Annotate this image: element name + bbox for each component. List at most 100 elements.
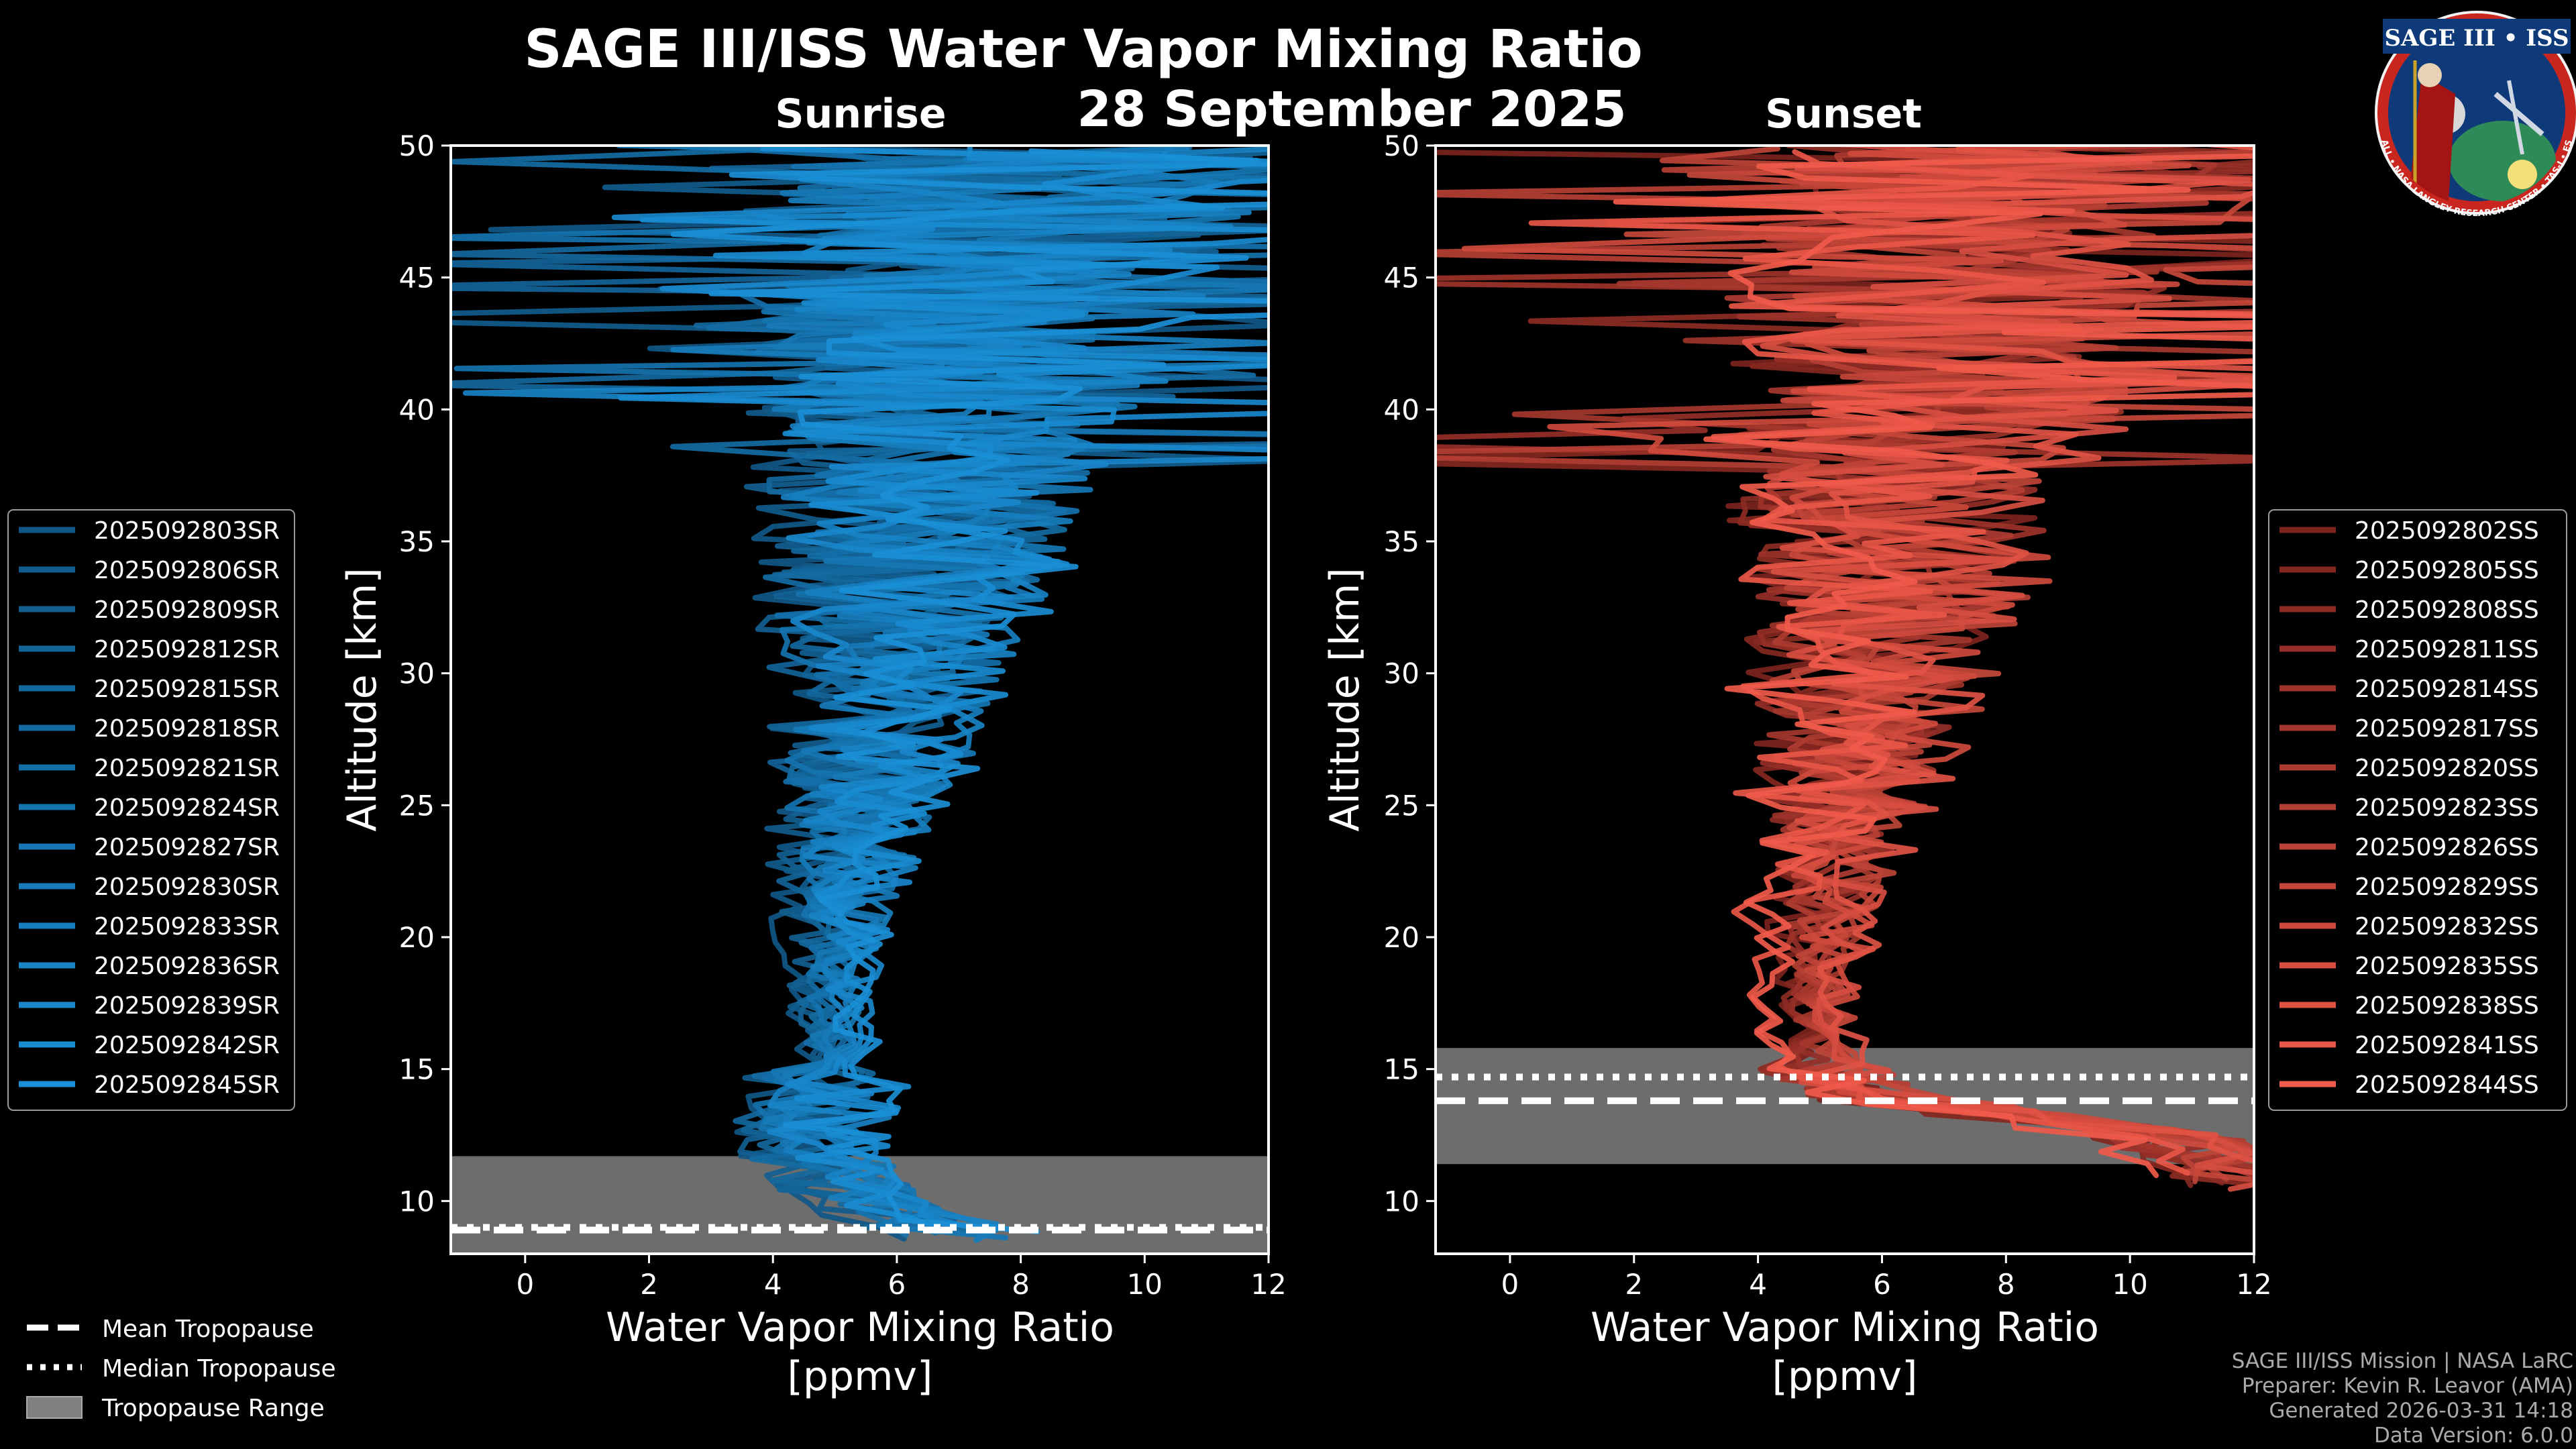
legend-entry-label: 2025092841SS — [2355, 1032, 2539, 1059]
x-tick-label: 2 — [640, 1268, 658, 1301]
y-tick-label: 10 — [1384, 1185, 1419, 1218]
legend-entry-label: 2025092842SR — [94, 1032, 280, 1059]
sunset-legend-box — [2268, 509, 2567, 1111]
y-tick-label: 20 — [399, 921, 435, 954]
legend-entry-label: 2025092844SS — [2355, 1071, 2539, 1099]
y-tick-label: 30 — [1384, 657, 1419, 690]
figure-title: SAGE III/ISS Water Vapor Mixing Ratio — [524, 19, 1642, 80]
x-tick-label: 8 — [1997, 1268, 2015, 1301]
sunrise-x-axis-units: [ppmv] — [788, 1353, 933, 1400]
sunrise-x-ticks: 0 2 4 6 8 10 12 — [516, 1254, 1287, 1301]
x-tick-label: 4 — [764, 1268, 782, 1301]
tropopause-range-legend-swatch — [26, 1396, 83, 1419]
sunrise-plot-frame — [449, 144, 1270, 1255]
legend-entry-label: 2025092809SR — [94, 596, 280, 624]
legend-entry-label: 2025092829SS — [2355, 873, 2539, 901]
logo-title: SAGE III • ISS — [2384, 25, 2569, 52]
legend-entry-label: 2025092835SS — [2355, 953, 2539, 980]
sunrise-profile-line — [768, 146, 1269, 1225]
x-tick-label: 10 — [2112, 1268, 2147, 1301]
y-tick-label: 25 — [399, 789, 435, 822]
legend-entry-label: 2025092838SS — [2355, 992, 2539, 1020]
legend-entry-label: 2025092839SR — [94, 992, 280, 1020]
sunset-y-ticks: 10 15 20 25 30 35 40 45 50 — [1384, 129, 1436, 1218]
x-tick-label: 10 — [1127, 1268, 1163, 1301]
x-tick-label: 2 — [1625, 1268, 1643, 1301]
legend-entry-label: 2025092826SS — [2355, 834, 2539, 861]
sunrise-profile-line — [618, 146, 1269, 1232]
sunrise-legend: 2025092803SR 2025092806SR 2025092809SR 2025… — [7, 509, 295, 1111]
legend-entry-label: 2025092814SS — [2355, 676, 2539, 703]
median-tropopause-legend-label: Median Tropopause — [102, 1355, 336, 1383]
sunrise-y-axis-label: Altitude [km] — [339, 568, 386, 832]
x-tick-label: 0 — [1501, 1268, 1519, 1301]
sunrise-profile-lines — [451, 146, 1269, 1243]
y-tick-label: 20 — [1384, 921, 1419, 954]
legend-entry-label: 2025092833SR — [94, 913, 280, 941]
sunset-y-axis-label: Altitude [km] — [1322, 568, 1368, 832]
sunset-x-axis-units: [ppmv] — [1772, 1353, 1918, 1400]
credit-mission: SAGE III/ISS Mission | NASA LaRC — [2232, 1349, 2573, 1373]
legend-entry-label: 2025092827SR — [94, 834, 280, 861]
y-tick-label: 10 — [399, 1185, 435, 1218]
y-tick-label: 35 — [1384, 525, 1419, 558]
legend-entry-label: 2025092832SS — [2355, 913, 2539, 941]
y-tick-label: 15 — [399, 1053, 435, 1086]
credit-generated: Generated 2026-03-31 14:18 — [2269, 1399, 2573, 1423]
x-tick-label: 12 — [1250, 1268, 1286, 1301]
x-tick-label: 8 — [1012, 1268, 1030, 1301]
sunrise-plot: 0 2 4 6 8 10 12 10 15 20 25 30 35 40 45 50 Altitude [k… — [339, 129, 1287, 1400]
legend-entry-label: 2025092805SS — [2355, 557, 2539, 584]
sunset-panel-title: Sunset — [1765, 91, 1922, 138]
x-tick-label: 0 — [516, 1268, 534, 1301]
y-tick-label: 50 — [399, 129, 435, 162]
sunset-profile-line — [1760, 146, 2254, 1192]
y-tick-label: 45 — [399, 262, 435, 294]
sunset-x-ticks: 0 2 4 6 8 10 12 — [1501, 1254, 2272, 1301]
sunset-profile-lines — [1436, 146, 2254, 1192]
x-tick-label: 6 — [1873, 1268, 1891, 1301]
legend-entry-label: 2025092806SR — [94, 557, 280, 584]
sunrise-x-axis-label: Water Vapor Mixing Ratio — [606, 1304, 1114, 1351]
legend-entry-label: 2025092836SR — [94, 953, 280, 980]
tropopause-range-legend-label: Tropopause Range — [101, 1395, 325, 1422]
credit-data-version: Data Version: 6.0.0 — [2374, 1424, 2573, 1448]
sunset-profile-line — [1788, 146, 2254, 1164]
sunset-plot-frame — [1434, 144, 2255, 1255]
sunset-x-axis-label: Water Vapor Mixing Ratio — [1591, 1304, 2099, 1351]
legend-entry-label: 2025092815SR — [94, 676, 280, 703]
y-tick-label: 45 — [1384, 262, 1419, 294]
y-tick-label: 50 — [1384, 129, 1419, 162]
x-tick-label: 6 — [888, 1268, 906, 1301]
y-tick-label: 30 — [399, 657, 435, 690]
legend-entry-label: 2025092824SR — [94, 794, 280, 822]
tropopause-legend: Mean Tropopause Median Tropopause Tropop… — [26, 1316, 336, 1422]
x-tick-label: 12 — [2236, 1268, 2271, 1301]
legend-entry-label: 2025092818SR — [94, 715, 280, 743]
y-tick-label: 40 — [1384, 393, 1419, 426]
y-tick-label: 35 — [399, 525, 435, 558]
x-tick-label: 4 — [1749, 1268, 1767, 1301]
sunrise-panel-title: Sunrise — [775, 91, 946, 138]
credits: SAGE III/ISS Mission | NASA LaRC Prepare… — [2232, 1349, 2573, 1448]
y-tick-label: 25 — [1384, 789, 1419, 822]
legend-entry-label: 2025092802SS — [2355, 517, 2539, 545]
sunset-legend: 2025092802SS 2025092805SS 2025092808SS 2025… — [2268, 509, 2567, 1111]
legend-entry-label: 2025092820SS — [2355, 755, 2539, 782]
legend-entry-label: 2025092817SS — [2355, 715, 2539, 743]
legend-entry-label: 2025092812SR — [94, 636, 280, 663]
sunset-plot: 0 2 4 6 8 10 12 10 15 20 25 30 35 40 45 50 Altitude [k… — [1322, 129, 2272, 1400]
legend-entry-label: 2025092823SS — [2355, 794, 2539, 822]
sunrise-profile-line — [488, 146, 1269, 1242]
mean-tropopause-legend-label: Mean Tropopause — [102, 1316, 314, 1343]
legend-entry-label: 2025092803SR — [94, 517, 280, 545]
legend-entry-label: 2025092821SR — [94, 755, 280, 782]
figure-date: 28 September 2025 — [1077, 80, 1626, 138]
sunrise-legend-box — [7, 509, 295, 1111]
legend-entry-label: 2025092830SR — [94, 873, 280, 901]
legend-entry-label: 2025092808SS — [2355, 596, 2539, 624]
sunset-profile-line — [1613, 146, 2254, 1179]
sunrise-profile-line — [670, 148, 1269, 1234]
legend-entry-label: 2025092811SS — [2355, 636, 2539, 663]
